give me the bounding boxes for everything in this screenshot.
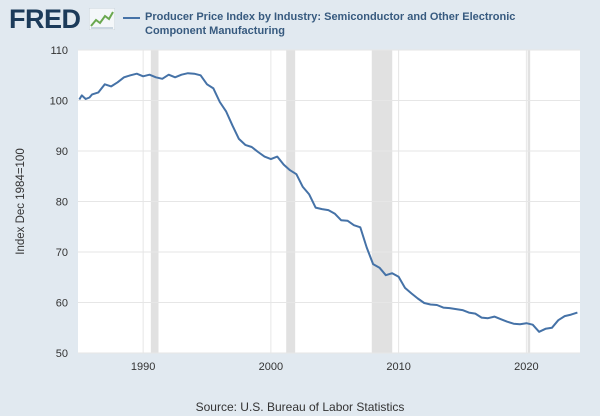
line-graph-icon (89, 8, 115, 30)
series-line (78, 72, 578, 333)
y-tick-label: 110 (50, 45, 68, 57)
chart-header: FRED Producer Price Index by Industry: S… (0, 0, 600, 44)
grid-lines (78, 49, 580, 354)
x-tick-label: 1990 (131, 361, 155, 373)
line-chart: 50 60 70 80 90 100 110 1990 2000 2010 2020 Index … (15, 45, 580, 373)
source-link[interactable]: U.S. Bureau of Labor Statistics (240, 400, 405, 414)
x-tick-labels: 1990 2000 2010 2020 (131, 361, 539, 373)
y-tick-label: 70 (56, 247, 68, 259)
fred-logo[interactable]: FRED (9, 4, 81, 34)
y-tick-label: 50 (56, 348, 68, 360)
legend-swatch (123, 17, 140, 19)
source-note: Source: U.S. Bureau of Labor Statistics (0, 400, 600, 414)
legend-series-label[interactable]: Producer Price Index by Industry: Semico… (145, 11, 516, 37)
y-tick-label: 80 (56, 197, 68, 209)
source-prefix: Source: (195, 400, 237, 414)
x-tick-label: 2000 (259, 361, 283, 373)
y-tick-labels: 50 60 70 80 90 100 110 (50, 45, 68, 360)
series-layer (78, 72, 578, 333)
x-tick-label: 2010 (386, 361, 410, 373)
y-tick-label: 60 (56, 298, 68, 310)
x-tick-label: 2020 (514, 361, 538, 373)
y-tick-label: 90 (56, 146, 68, 158)
y-axis-label: Index Dec 1984=100 (15, 148, 27, 254)
y-tick-label: 100 (50, 96, 68, 108)
